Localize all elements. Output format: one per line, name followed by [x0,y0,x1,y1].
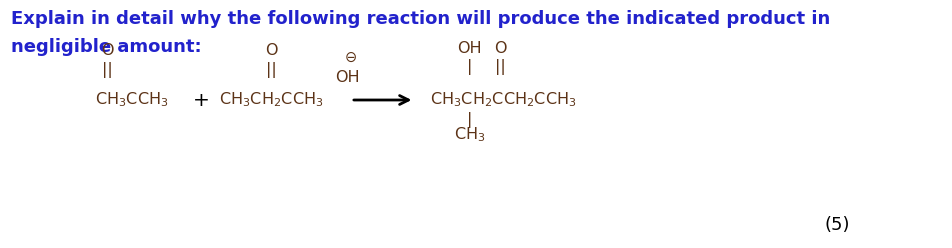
Text: ||: || [495,59,506,75]
Text: |: | [466,112,472,128]
Text: O: O [494,41,506,56]
Text: OH: OH [457,41,482,56]
Text: CH$_3$CH$_2$CCH$_3$: CH$_3$CH$_2$CCH$_3$ [219,91,324,109]
Text: CH$_3$CH$_2$CCH$_2$CCH$_3$: CH$_3$CH$_2$CCH$_2$CCH$_3$ [429,91,576,109]
Text: O: O [102,43,114,58]
Text: Explain in detail why the following reaction will produce the indicated product : Explain in detail why the following reac… [10,10,830,28]
Text: |: | [466,59,472,75]
Text: CH$_3$: CH$_3$ [454,125,486,144]
Text: +: + [193,91,210,110]
Text: O: O [266,43,278,58]
Text: $\ominus$: $\ominus$ [344,50,357,65]
Text: (5): (5) [824,216,850,234]
Text: negligible amount:: negligible amount: [10,38,202,56]
Text: ||: || [102,62,113,78]
Text: CH$_3$CCH$_3$: CH$_3$CCH$_3$ [95,91,169,109]
Text: ||: || [266,62,277,78]
Text: OH: OH [335,70,359,85]
